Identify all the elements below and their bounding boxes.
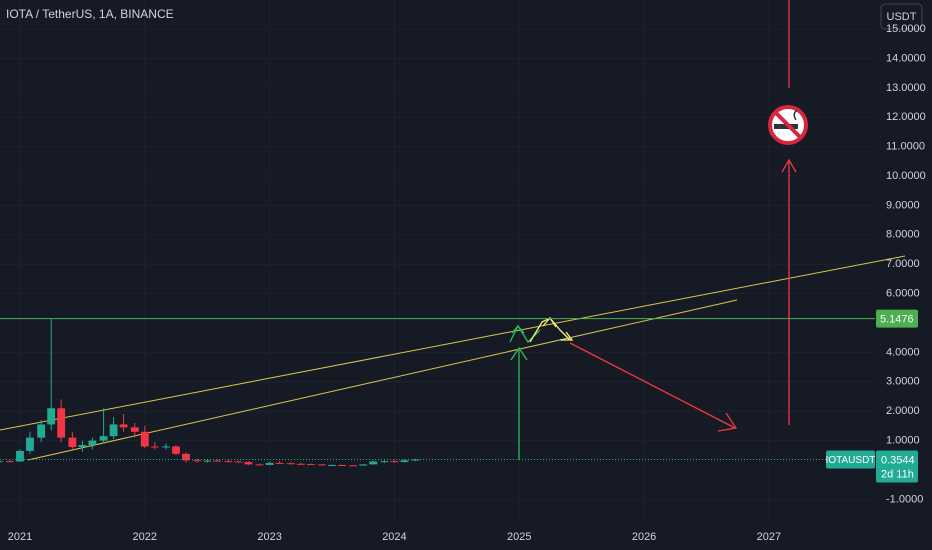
- y-tick-label: 12.0000: [886, 111, 926, 123]
- candle-body: [318, 464, 326, 466]
- x-tick-label: 2027: [757, 531, 781, 543]
- grid: [0, 0, 875, 522]
- candle-body: [78, 444, 87, 448]
- countdown-label: 2d 11h: [881, 468, 914, 480]
- x-tick-label: 2026: [632, 531, 656, 543]
- yellow-zigzag: [529, 316, 574, 343]
- y-tick-label: 8.0000: [886, 229, 920, 241]
- x-tick-label: 2022: [133, 531, 157, 543]
- y-tick-label: 15.0000: [886, 23, 926, 35]
- candle-body: [150, 446, 159, 448]
- candle-body: [306, 464, 315, 466]
- y-tick-label: 1.0000: [886, 434, 920, 446]
- x-tick-label: 2024: [382, 531, 406, 543]
- candle-body: [109, 424, 118, 437]
- price-label: 0.3544: [881, 454, 915, 466]
- plot: [0, 318, 875, 467]
- candle-body: [338, 464, 346, 466]
- candle-body: [213, 460, 222, 462]
- axes: -1.0000 1.0000 2.0000 3.0000 4.0000 6.0000 7.0…: [8, 23, 926, 543]
- candle-body: [182, 453, 190, 461]
- candle-body: [68, 437, 77, 448]
- y-tick-label: 13.0000: [886, 82, 926, 94]
- candle-body: [47, 408, 56, 425]
- candle-body: [380, 461, 389, 463]
- candle-body: [37, 424, 46, 438]
- candle-body: [224, 461, 233, 463]
- candle-body: [369, 461, 378, 465]
- candle-body: [162, 446, 170, 448]
- level-badge: [876, 309, 918, 328]
- no-smoking-icon: [768, 105, 808, 145]
- red-arrow: [569, 0, 797, 432]
- candle-body: [296, 463, 305, 465]
- symbol-badge: [826, 450, 875, 469]
- trend-line: [0, 255, 906, 431]
- candle-body: [265, 462, 274, 465]
- candle-body: [88, 440, 97, 445]
- candle-body: [172, 446, 180, 454]
- y-tick-label: -1.0000: [886, 493, 923, 505]
- candle-body: [57, 408, 66, 438]
- candle-body: [6, 461, 14, 463]
- candle-body: [286, 463, 295, 465]
- currency-label: USDT: [887, 11, 917, 23]
- y-tick-label: 4.0000: [886, 346, 920, 358]
- x-tick-label: 2021: [8, 531, 32, 543]
- candle-body: [244, 462, 253, 465]
- level-label: 5.1476: [880, 314, 914, 326]
- candle-body: [119, 424, 128, 428]
- y-tick-label: 9.0000: [886, 199, 920, 211]
- y-tick-label: 10.0000: [886, 170, 926, 182]
- y-tick-label: 14.0000: [886, 52, 926, 64]
- y-tick-label: 3.0000: [886, 376, 920, 388]
- green-arrow: [509, 324, 541, 460]
- y-tick-label: 7.0000: [886, 258, 920, 270]
- price-badge: [876, 450, 918, 483]
- candle-body: [99, 436, 108, 441]
- x-tick-label: 2023: [257, 531, 281, 543]
- candle-body: [359, 464, 368, 466]
- candle-body: [390, 461, 399, 463]
- candle-body: [0, 461, 3, 463]
- y-tick-label: 6.0000: [886, 288, 920, 300]
- candle-body: [255, 464, 264, 466]
- candle-body: [275, 462, 284, 464]
- candle-body: [193, 460, 202, 462]
- symbol-label: IOTAUSDT: [826, 455, 876, 466]
- candle-body: [26, 437, 34, 451]
- candle-body: [400, 460, 409, 463]
- candle-body: [203, 460, 212, 462]
- candle-body: [349, 465, 358, 467]
- y-tick-label: 2.0000: [886, 405, 920, 417]
- candle-body: [140, 431, 149, 447]
- chart-title: IOTA / TetherUS, 1A, BINANCE: [6, 7, 174, 21]
- candle-body: [16, 450, 24, 462]
- candle-body: [130, 427, 139, 432]
- candle-body: [328, 464, 336, 466]
- y-tick-label: 11.0000: [886, 141, 925, 153]
- x-tick-label: 2025: [507, 531, 531, 543]
- candle-body: [234, 461, 243, 463]
- currency-button[interactable]: [880, 3, 923, 30]
- candle-body: [411, 459, 420, 461]
